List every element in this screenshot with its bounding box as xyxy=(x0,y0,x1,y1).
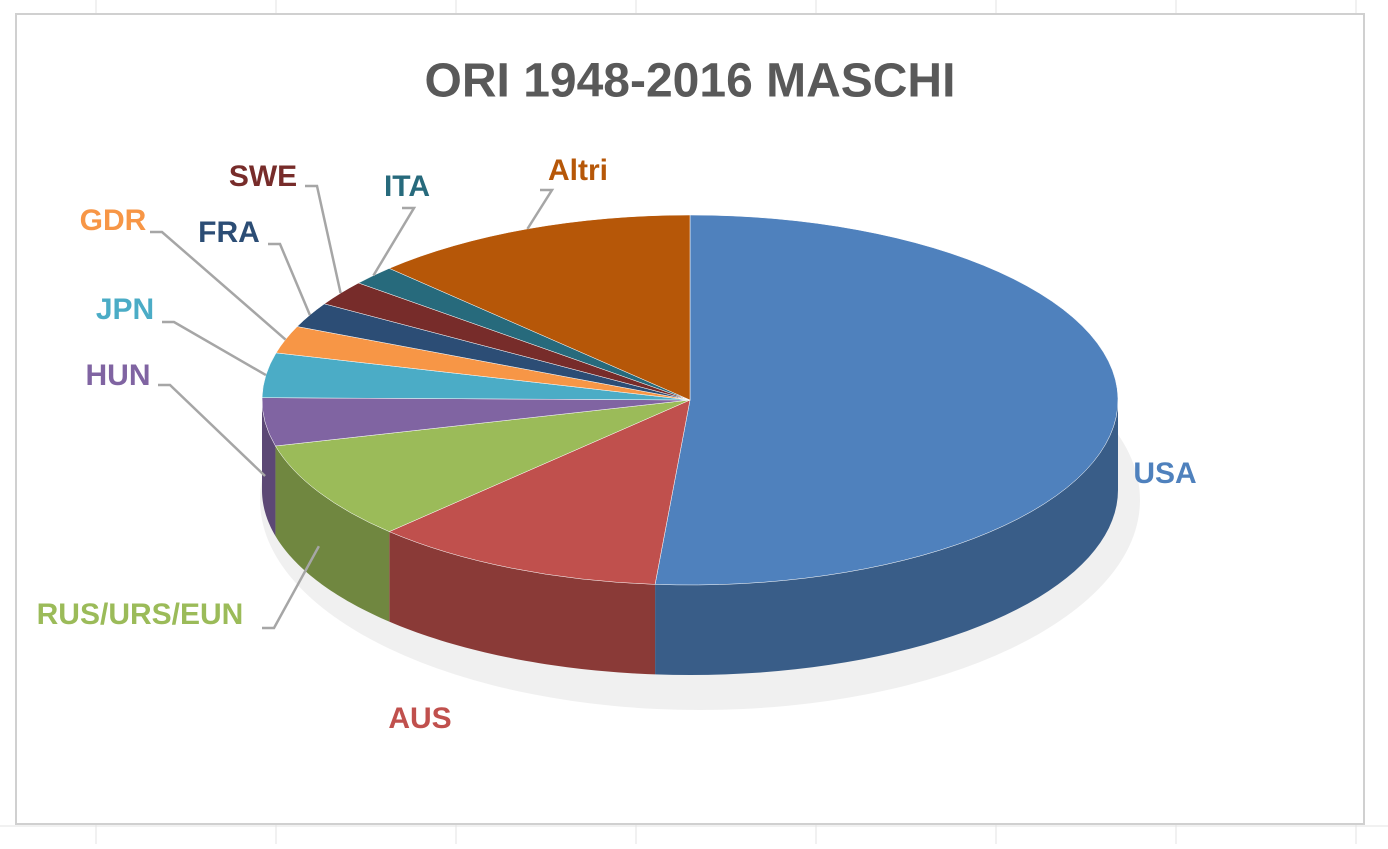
leader-line xyxy=(526,188,555,230)
slice-label: JPN xyxy=(96,293,154,326)
slice xyxy=(654,214,1119,586)
slice-side xyxy=(389,531,656,675)
leader-line xyxy=(268,242,312,316)
leader-line xyxy=(262,545,320,630)
slice-label: GDR xyxy=(80,204,147,237)
slice-label: USA xyxy=(1133,457,1196,490)
slice-side xyxy=(655,400,1118,675)
slice-side xyxy=(262,400,276,537)
chart-title: ORI 1948-2016 MASCHI xyxy=(425,55,956,108)
slice-label: SWE xyxy=(229,160,297,193)
slice-label: AUS xyxy=(388,702,451,735)
slice xyxy=(388,399,691,585)
leader-line xyxy=(158,383,266,477)
leader-line xyxy=(305,184,342,294)
slice-label: RUS/URS/EUN xyxy=(37,598,244,631)
leader-line xyxy=(372,206,417,277)
slice xyxy=(275,399,691,532)
leader-line xyxy=(150,230,287,341)
chart-area xyxy=(15,13,1365,825)
slice-label: HUN xyxy=(86,359,151,392)
slice-label: ITA xyxy=(384,170,430,203)
slice-side xyxy=(275,446,390,622)
slice-label: Altri xyxy=(548,154,608,187)
leader-line xyxy=(162,320,267,377)
slice-label: FRA xyxy=(198,216,260,249)
